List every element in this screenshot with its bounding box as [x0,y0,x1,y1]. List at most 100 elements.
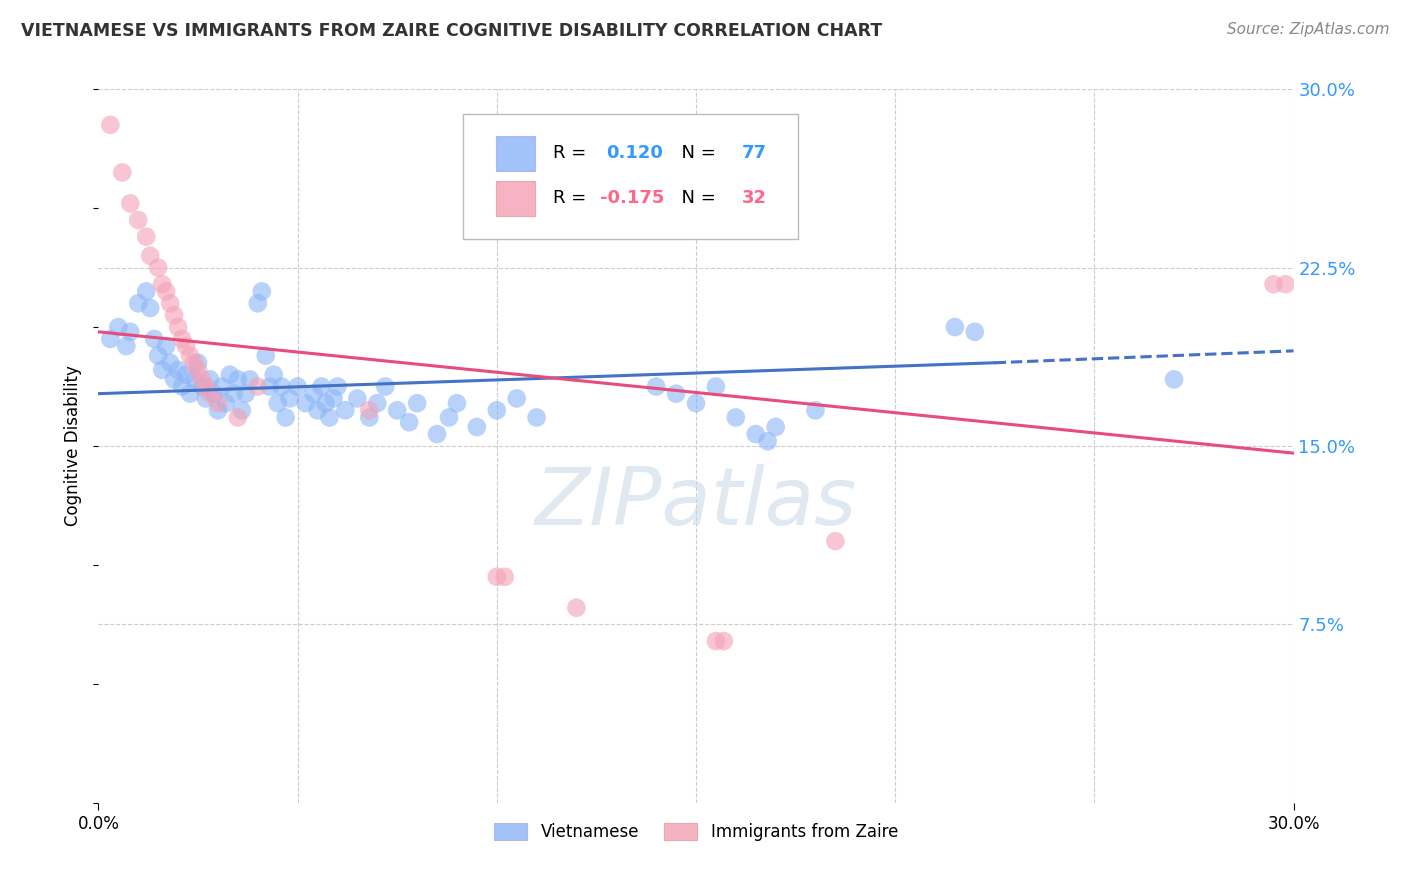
Text: -0.175: -0.175 [600,189,665,207]
Point [148,349,170,363]
Point [139,249,162,263]
Point [235,386,257,401]
Point [756,434,779,449]
Bar [496,136,534,171]
Point [278,392,301,406]
Point [274,410,297,425]
Point [195,379,218,393]
Point [159,356,181,370]
Point [135,285,157,299]
Text: Source: ZipAtlas.com: Source: ZipAtlas.com [1226,22,1389,37]
Point [745,427,768,442]
Point [322,392,344,406]
Point [270,379,292,393]
Point [239,372,262,386]
Point [159,296,181,310]
Text: ZIPatlas: ZIPatlas [534,464,858,542]
Point [311,379,333,393]
Point [1274,277,1296,292]
Point [179,349,201,363]
Point [231,403,253,417]
Point [127,213,149,227]
Point [215,396,238,410]
Point [120,325,142,339]
Point [302,386,325,401]
Point [111,165,134,179]
Point [665,386,688,401]
Point [172,379,194,393]
Point [174,368,197,382]
Point [294,396,316,410]
Point [765,420,787,434]
Point [179,386,201,401]
Point [127,296,149,310]
Point [645,379,668,393]
Point [485,570,508,584]
Point [1163,372,1185,386]
Text: VIETNAMESE VS IMMIGRANTS FROM ZAIRE COGNITIVE DISABILITY CORRELATION CHART: VIETNAMESE VS IMMIGRANTS FROM ZAIRE COGN… [21,22,883,40]
Point [465,420,488,434]
Point [187,363,209,377]
Text: 77: 77 [741,145,766,162]
Text: 0.120: 0.120 [606,145,664,162]
Point [250,285,273,299]
Point [191,372,214,386]
Point [155,339,177,353]
Point [246,379,269,393]
Point [115,339,138,353]
Point [148,260,170,275]
Point [263,368,285,382]
Point [267,396,290,410]
Point [98,118,122,132]
Point [195,392,218,406]
Point [366,396,388,410]
Point [167,363,190,377]
Point [139,301,162,315]
Point [207,403,229,417]
Point [704,379,727,393]
Point [426,427,449,442]
Point [183,356,205,370]
Point [335,403,357,417]
Point [385,403,409,417]
Point [98,332,122,346]
Y-axis label: Cognitive Disability: Cognitive Disability [65,366,83,526]
Point [406,396,429,410]
Text: R =: R = [553,189,592,207]
Point [713,634,735,648]
Point [318,410,340,425]
Point [183,372,205,386]
Point [446,396,468,410]
Point [207,396,229,410]
Text: R =: R = [553,145,592,162]
Point [359,410,381,425]
Point [359,403,381,417]
Point [155,285,177,299]
Point [226,372,249,386]
Point [685,396,707,410]
Point [172,332,194,346]
Point [824,534,846,549]
Point [565,600,588,615]
Point [326,379,349,393]
Point [963,325,986,339]
Point [287,379,309,393]
Point [307,403,329,417]
Point [254,349,277,363]
Point [198,372,221,386]
Point [437,410,460,425]
Point [163,308,186,322]
Text: N =: N = [669,189,721,207]
Point [135,229,157,244]
Point [1263,277,1285,292]
Point [163,372,186,386]
Point [174,339,197,353]
Point [485,403,508,417]
Point [150,363,173,377]
Bar [496,180,534,216]
Text: 32: 32 [741,189,766,207]
Point [143,332,166,346]
Point [246,296,269,310]
Point [191,379,214,393]
Point [202,386,225,401]
